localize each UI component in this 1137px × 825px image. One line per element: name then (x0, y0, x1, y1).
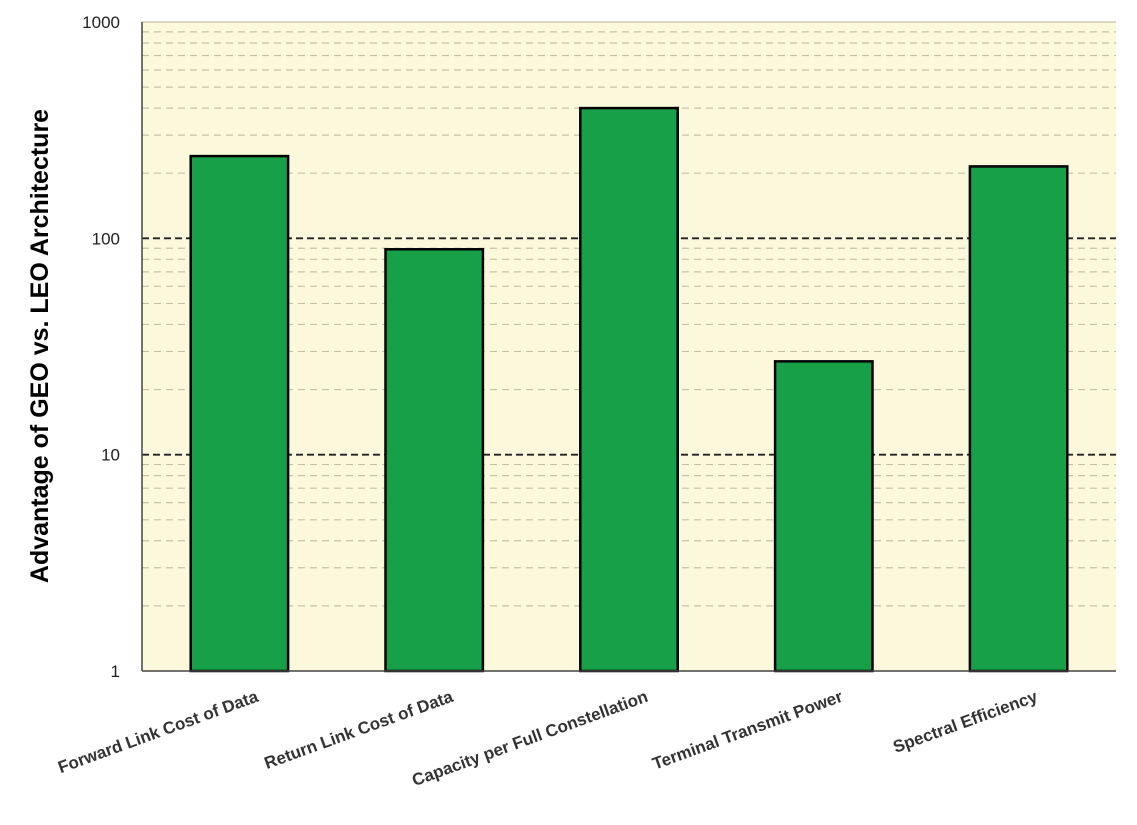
category-label: Terminal Transmit Power (650, 687, 846, 774)
category-labels: Forward Link Cost of Data Return Link Cos… (55, 687, 1040, 790)
category-label: Forward Link Cost of Data (55, 687, 261, 777)
y-tick-label: 10 (101, 446, 120, 465)
bar (189, 154, 290, 673)
y-tick-label: 1 (111, 662, 120, 681)
y-tick-label: 1000 (82, 13, 120, 32)
bar (968, 165, 1069, 673)
y-tick-labels: 1 10 100 1000 (82, 13, 120, 681)
category-label: Spectral Efficiency (891, 687, 1041, 757)
y-tick-label: 100 (92, 229, 120, 248)
bar (773, 360, 874, 673)
bar (579, 106, 679, 673)
y-axis-title: Advantage of GEO vs. LEO Architecture (26, 109, 54, 583)
category-label: Return Link Cost of Data (262, 687, 456, 773)
bars (189, 106, 1069, 673)
bar (384, 248, 485, 673)
